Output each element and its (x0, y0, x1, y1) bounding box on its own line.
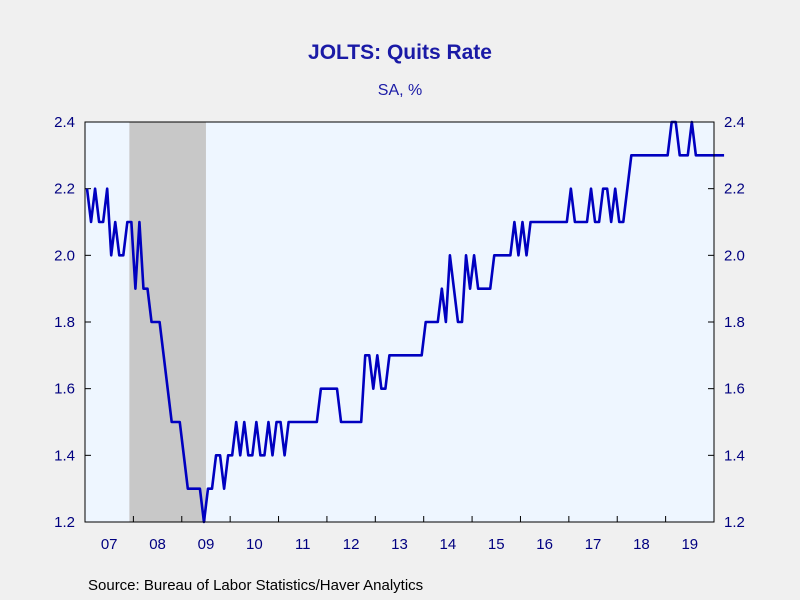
y-axis-right: 1.2 1.4 1.6 1.8 2.0 2.2 2.4 (724, 114, 745, 531)
y-tick-label-left: 1.2 (54, 514, 75, 531)
x-tick-label: 17 (585, 536, 602, 553)
y-tick-label-right: 2.4 (724, 114, 745, 131)
x-tick-label: 12 (343, 536, 360, 553)
x-tick-label: 18 (633, 536, 650, 553)
y-tick-label-right: 1.4 (724, 447, 745, 464)
y-tick-label-right: 2.0 (724, 247, 745, 264)
y-axis-left: 1.2 1.4 1.6 1.8 2.0 2.2 2.4 (54, 114, 75, 531)
source-note: Source: Bureau of Labor Statistics/Haver… (88, 577, 423, 594)
recession-band (129, 122, 206, 522)
y-tick-label-left: 1.8 (54, 314, 75, 331)
x-tick-label: 07 (101, 536, 118, 553)
chart-subtitle: SA, % (378, 82, 422, 99)
x-tick-label: 11 (295, 536, 311, 553)
x-tick-label: 19 (681, 536, 698, 553)
y-tick-label-right: 1.8 (724, 314, 745, 331)
y-tick-label-left: 2.0 (54, 247, 75, 264)
x-tick-label: 08 (149, 536, 166, 553)
y-tick-label-left: 2.2 (54, 181, 75, 198)
plot-frame (84, 121, 715, 523)
x-axis: 07 08 09 10 11 12 13 14 15 16 17 18 19 (101, 536, 698, 553)
x-tick-label: 09 (198, 536, 215, 553)
y-tick-label-left: 1.6 (54, 381, 75, 398)
x-tick-label: 13 (391, 536, 408, 553)
y-tick-label-right: 1.6 (724, 381, 745, 398)
x-tick-label: 15 (488, 536, 505, 553)
y-tick-label-right: 1.2 (724, 514, 745, 531)
series-line-quits-rate (85, 120, 725, 524)
x-tick-label: 14 (440, 536, 457, 553)
x-tick-label: 10 (246, 536, 263, 553)
chart-title: JOLTS: Quits Rate (308, 41, 492, 64)
y-tick-label-left: 2.4 (54, 114, 75, 131)
x-tick-label: 16 (536, 536, 553, 553)
y-tick-label-left: 1.4 (54, 447, 75, 464)
y-tick-label-right: 2.2 (724, 181, 745, 198)
